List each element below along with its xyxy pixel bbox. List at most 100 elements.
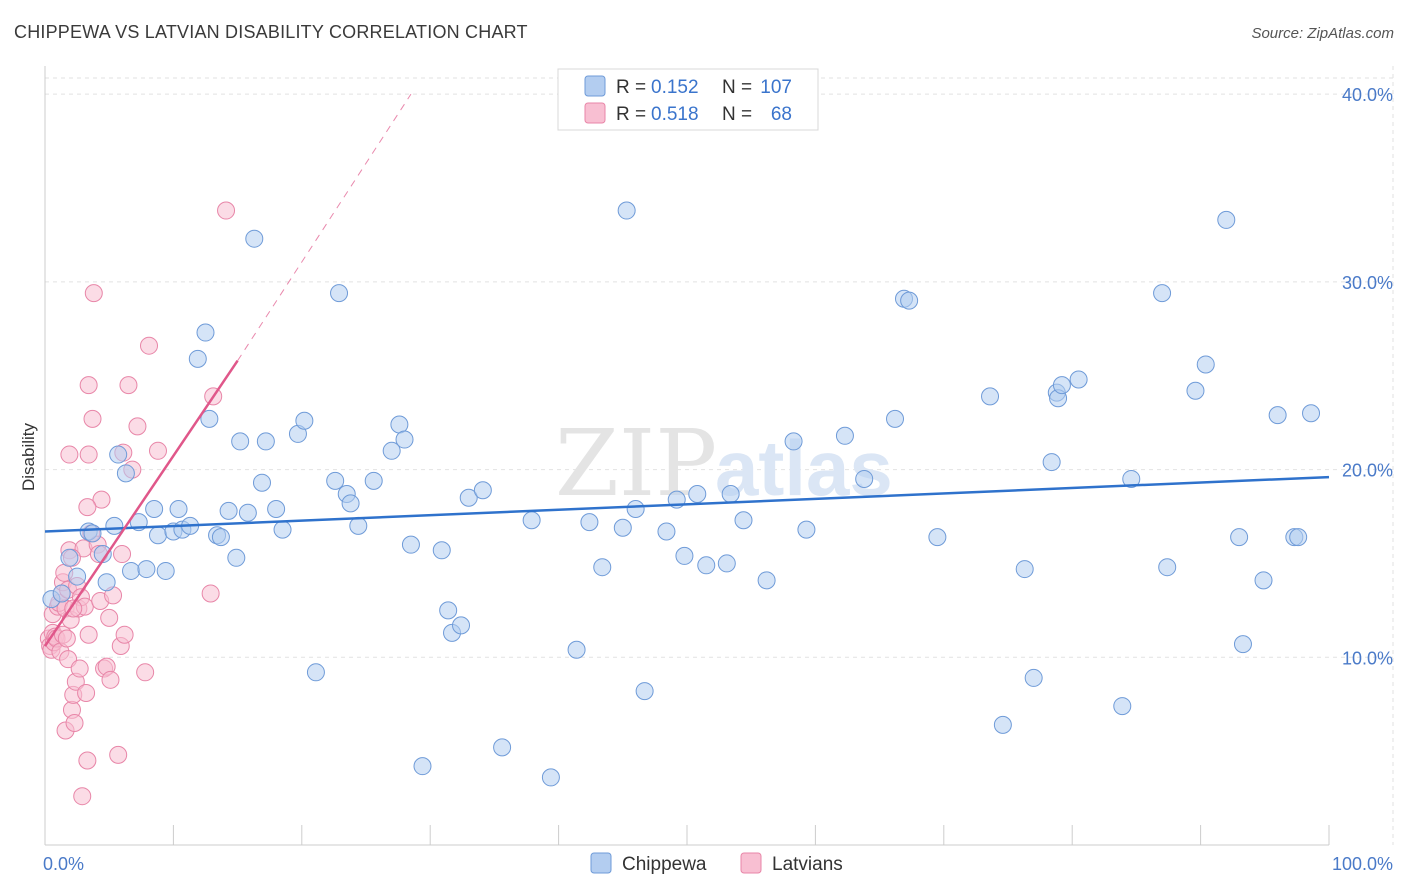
point-latvians-57 [136,663,155,682]
point-chippewa-26 [219,501,238,520]
point-chippewa-44 [382,441,401,460]
point-chippewa-63 [626,499,645,518]
point-chippewa-41 [341,494,360,513]
tick-labels: 10.0% 20.0% 30.0% 40.0% 0.0% 100.0% [43,85,1393,874]
point-chippewa-97 [1217,210,1236,229]
point-chippewa-56 [522,511,541,530]
point-chippewa-13 [137,560,156,579]
bottom-legend-swatch-latvians [740,852,762,874]
point-latvians-34 [78,751,97,770]
point-chippewa-83 [993,715,1012,734]
point-latvians-67 [217,201,236,220]
source-label: Source: ZipAtlas.com [1251,25,1394,42]
legend-n-value-latvians: 68 [771,104,792,125]
point-latvians-59 [148,441,167,460]
legend-swatch-latvians [584,102,606,124]
point-chippewa-32 [256,432,275,451]
point-chippewa-3 [68,567,87,586]
point-chippewa-33 [267,499,286,518]
point-chippewa-76 [835,426,854,445]
point-latvians-38 [83,409,102,428]
point-chippewa-23 [200,409,219,428]
point-latvians-33 [77,683,96,702]
point-chippewa-27 [227,548,246,567]
point-chippewa-49 [432,541,451,560]
point-chippewa-55 [493,738,512,757]
point-chippewa-91 [1113,697,1132,716]
chart-title: CHIPPEWA VS LATVIAN DISABILITY CORRELATI… [14,22,528,42]
point-chippewa-96 [1196,355,1215,374]
point-chippewa-68 [688,484,707,503]
point-chippewa-28 [231,432,250,451]
series-chippewa [42,201,1321,787]
point-chippewa-69 [697,556,716,575]
y-tick-label-0: 10.0% [1342,648,1393,668]
watermark: ZIP atlas [555,410,893,517]
point-latvians-61 [78,498,97,517]
point-chippewa-8 [105,516,124,535]
point-chippewa-7 [97,573,116,592]
legend-n-label-chippewa: N = [722,77,752,98]
point-chippewa-5 [83,524,102,543]
point-chippewa-46 [395,430,414,449]
point-chippewa-78 [886,409,905,428]
point-chippewa-34 [273,520,292,539]
point-chippewa-54 [473,481,492,500]
point-chippewa-92 [1122,469,1141,488]
point-chippewa-104 [1302,404,1321,423]
y-tick-label-3: 40.0% [1342,85,1393,105]
bottom-legend: Chippewa Latvians [590,852,843,875]
point-latvians-54 [119,376,138,395]
point-chippewa-48 [413,757,432,776]
point-chippewa-50 [439,601,458,620]
x-tick-label-1: 100.0% [1332,854,1393,874]
y-axis-label: Disability [19,422,38,491]
point-chippewa-75 [797,520,816,539]
point-chippewa-18 [169,499,188,518]
point-chippewa-98 [1230,528,1249,547]
legend-r-label-chippewa: R = [616,77,646,98]
y-tick-label-1: 20.0% [1342,461,1393,481]
point-chippewa-57 [541,768,560,787]
point-chippewa-86 [1042,453,1061,472]
point-chippewa-2 [60,548,79,567]
point-chippewa-11 [122,561,141,580]
point-chippewa-39 [330,284,349,303]
point-latvians-43 [92,490,111,509]
point-chippewa-29 [238,503,257,522]
point-chippewa-45 [390,415,409,434]
point-chippewa-95 [1186,381,1205,400]
point-chippewa-103 [1289,528,1308,547]
point-chippewa-60 [593,558,612,577]
point-chippewa-30 [245,229,264,248]
point-chippewa-52 [452,616,471,635]
point-chippewa-100 [1254,571,1273,590]
point-chippewa-16 [156,561,175,580]
point-latvians-49 [109,745,128,764]
legend-swatch-chippewa [584,75,606,97]
point-latvians-65 [201,584,220,603]
legend-r-value-latvians: 0.518 [651,104,699,125]
point-latvians-39 [84,284,103,303]
trend-lines [43,93,1330,647]
point-chippewa-47 [401,535,420,554]
point-latvians-17 [57,629,76,648]
point-latvians-53 [115,625,134,644]
bottom-legend-label-latvians: Latvians [772,854,843,875]
axes [44,66,1330,846]
point-latvians-63 [64,599,83,618]
grid-lines [45,66,1394,845]
trend-line-latvians-extension [237,93,412,361]
point-latvians-47 [101,670,120,689]
point-chippewa-65 [657,522,676,541]
point-chippewa-1 [52,584,71,603]
point-chippewa-43 [364,471,383,490]
point-chippewa-64 [635,682,654,701]
point-latvians-56 [128,417,147,436]
point-chippewa-90 [1069,370,1088,389]
legend-n-label-latvians: N = [722,104,752,125]
point-chippewa-89 [1052,376,1071,395]
point-chippewa-81 [928,528,947,547]
point-chippewa-53 [459,488,478,507]
